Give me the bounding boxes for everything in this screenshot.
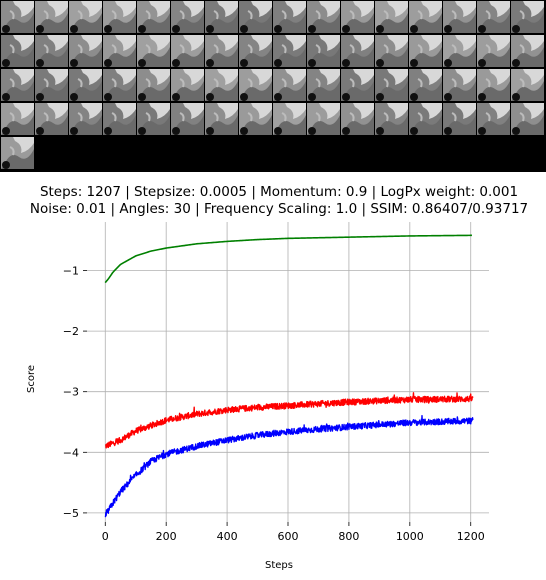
thumbnail-image: [239, 103, 272, 135]
thumbnail-image: [239, 1, 272, 33]
thumbnail-image: [375, 103, 408, 135]
thumbnail-strip: [0, 0, 546, 172]
thumbnail-image: [443, 103, 476, 135]
thumbnail-image: [1, 35, 34, 67]
thumbnail-image: [171, 35, 204, 67]
thumbnail-image: [239, 69, 272, 101]
thumbnail-image: [137, 1, 170, 33]
thumbnail-image: [1, 1, 34, 33]
thumbnail-image: [103, 35, 136, 67]
thumbnail-image: [137, 69, 170, 101]
thumbnail-image: [511, 1, 544, 33]
thumbnail-image: [511, 35, 544, 67]
thumbnail-image: [171, 1, 204, 33]
x-tick-label: 0: [102, 530, 109, 543]
thumbnail-image: [273, 35, 306, 67]
thumbnail-image: [341, 103, 374, 135]
thumbnail-image: [307, 69, 340, 101]
thumbnail-image: [409, 69, 442, 101]
thumbnail-image: [171, 69, 204, 101]
thumbnail-image: [341, 69, 374, 101]
x-axis-label: Steps: [265, 560, 293, 571]
thumbnail-image: [409, 35, 442, 67]
chart-title-line-1: Steps: 1207 | Stepsize: 0.0005 | Momentu…: [40, 184, 518, 200]
y-tick-label: −1: [63, 264, 79, 277]
y-tick-label: −5: [63, 507, 79, 520]
thumbnail-image: [273, 69, 306, 101]
x-tick-label: 200: [156, 530, 177, 543]
x-tick-label: 800: [338, 530, 359, 543]
thumbnail-image: [273, 1, 306, 33]
series-line-1: [104, 234, 472, 284]
thumbnail-image: [477, 103, 510, 135]
grid-lines: [87, 222, 489, 522]
thumbnail-image: [443, 69, 476, 101]
tick-labels: 0 200 400 600 800 1000 1200 −5 −4 −3 −2 −1: [63, 264, 485, 543]
thumbnail-image: [69, 103, 102, 135]
score-chart: Steps: 1207 | Stepsize: 0.0005 | Momentu…: [26, 184, 528, 571]
thumbnail-image: [239, 35, 272, 67]
thumbnail-image: [341, 1, 374, 33]
x-tick-label: 1000: [396, 530, 424, 543]
thumbnail-image: [443, 35, 476, 67]
thumbnail-image: [477, 35, 510, 67]
y-tick-label: −3: [63, 386, 79, 399]
thumbnail-image: [103, 103, 136, 135]
thumbnail-image: [307, 103, 340, 135]
thumbnail-image: [205, 69, 238, 101]
thumbnail-image: [511, 103, 544, 135]
thumbnail-image: [375, 35, 408, 67]
thumbnail-image: [103, 1, 136, 33]
thumbnail-image: [69, 69, 102, 101]
series-line-2: [104, 392, 474, 449]
thumbnail-image: [409, 1, 442, 33]
thumbnail-image: [409, 103, 442, 135]
x-tick-label: 1200: [457, 530, 485, 543]
y-axis-label: Score: [26, 365, 37, 393]
thumbnail-image: [69, 35, 102, 67]
thumbnail-image: [375, 1, 408, 33]
thumbnail-image: [205, 103, 238, 135]
y-tick-label: −4: [63, 446, 79, 459]
thumbnail-image: [511, 69, 544, 101]
thumbnail-image: [341, 35, 374, 67]
thumbnail-image: [1, 137, 34, 169]
thumbnail-image: [273, 103, 306, 135]
thumbnail-image: [375, 69, 408, 101]
thumbnail-image: [35, 103, 68, 135]
x-tick-label: 400: [217, 530, 238, 543]
thumbnail-image: [443, 1, 476, 33]
thumbnail-image: [137, 103, 170, 135]
thumbnail-image: [477, 69, 510, 101]
chart-title-line-2: Noise: 0.01 | Angles: 30 | Frequency Sca…: [30, 201, 528, 217]
thumbnail-image: [171, 103, 204, 135]
thumbnail-image: [205, 1, 238, 33]
thumbnail-image: [307, 35, 340, 67]
thumbnail-image: [205, 35, 238, 67]
thumbnail-image: [1, 103, 34, 135]
thumbnail-image: [35, 69, 68, 101]
thumbnail-image: [307, 1, 340, 33]
series-group: [104, 234, 474, 518]
thumbnail-image: [137, 35, 170, 67]
series-line-3: [104, 414, 474, 518]
thumbnail-image: [69, 1, 102, 33]
thumbnail-image: [103, 69, 136, 101]
thumbnail-image: [35, 1, 68, 33]
thumbnail-image: [477, 1, 510, 33]
thumbnail-image: [1, 69, 34, 101]
y-tick-label: −2: [63, 325, 79, 338]
thumbnail-image: [35, 35, 68, 67]
x-tick-label: 600: [278, 530, 299, 543]
